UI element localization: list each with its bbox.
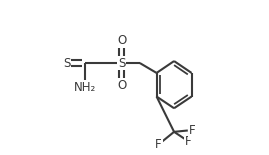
Text: S: S [63,57,70,70]
Text: F: F [185,135,192,148]
Text: O: O [117,79,126,92]
Text: S: S [118,57,125,70]
Text: O: O [117,34,126,47]
Text: F: F [189,124,196,137]
Text: F: F [155,138,162,151]
Text: NH₂: NH₂ [74,81,96,94]
